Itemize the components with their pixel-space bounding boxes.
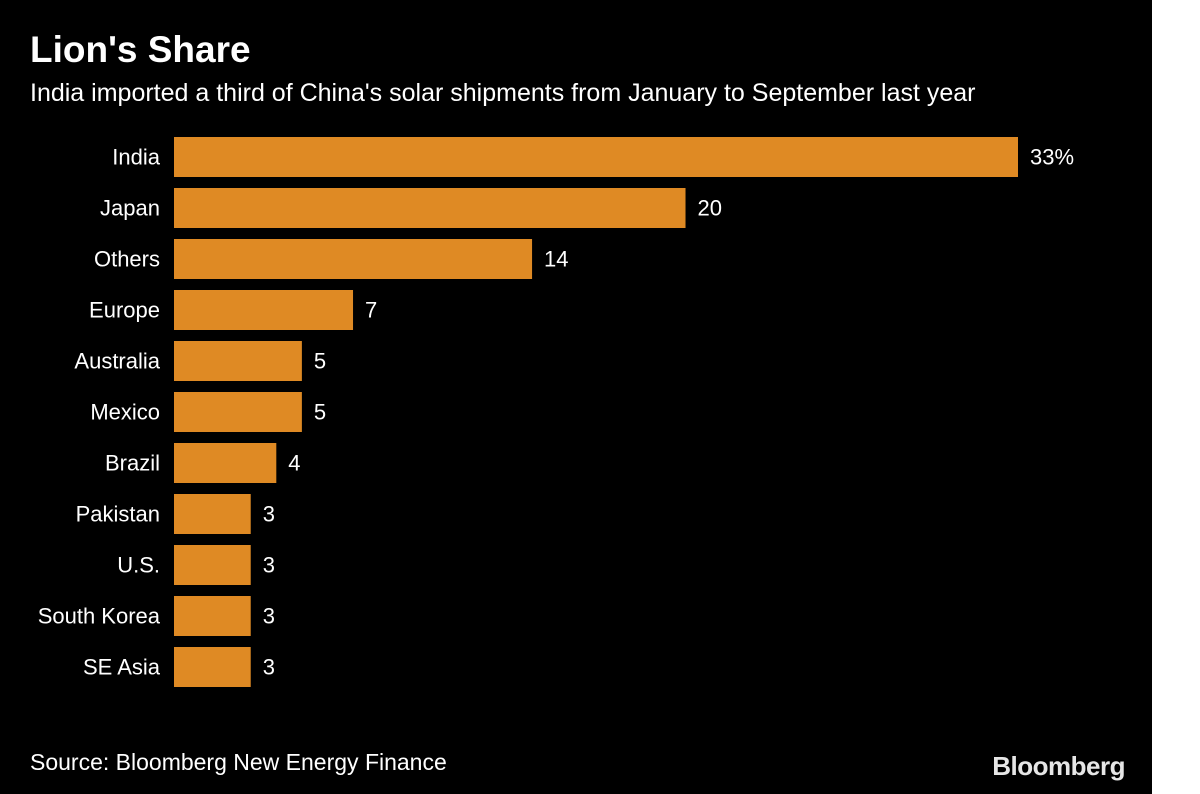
value-label-mexico: 5 <box>314 400 326 425</box>
category-label-pakistan: Pakistan <box>76 502 160 527</box>
bar-others <box>174 239 533 279</box>
category-label-others: Others <box>94 247 160 272</box>
value-label-u-s: 3 <box>263 553 275 578</box>
bar-india <box>174 137 1018 177</box>
category-label-u-s: U.S. <box>117 553 160 578</box>
value-label-pakistan: 3 <box>263 502 275 527</box>
bar-brazil <box>174 443 277 483</box>
source-note: Source: Bloomberg New Energy Finance <box>30 749 447 775</box>
value-label-europe: 7 <box>365 298 377 323</box>
bar-mexico <box>174 392 302 432</box>
bar-australia <box>174 341 302 381</box>
bar-south-korea <box>174 596 251 636</box>
bar-u-s <box>174 545 251 585</box>
value-label-se-asia: 3 <box>263 655 275 680</box>
value-label-south-korea: 3 <box>263 604 275 629</box>
chart-subtitle: India imported a third of China's solar … <box>30 79 976 107</box>
category-label-mexico: Mexico <box>90 400 160 425</box>
category-label-australia: Australia <box>74 349 160 374</box>
category-label-se-asia: SE Asia <box>83 655 161 680</box>
category-label-japan: Japan <box>100 196 160 221</box>
category-label-europe: Europe <box>89 298 160 323</box>
value-label-others: 14 <box>544 247 568 272</box>
value-label-australia: 5 <box>314 349 326 374</box>
value-label-india: 33% <box>1030 145 1074 170</box>
category-label-south-korea: South Korea <box>38 604 161 629</box>
value-label-brazil: 4 <box>288 451 300 476</box>
category-label-brazil: Brazil <box>105 451 160 476</box>
value-label-japan: 20 <box>698 196 722 221</box>
bar-pakistan <box>174 494 251 534</box>
bar-europe <box>174 290 354 330</box>
bar-se-asia <box>174 647 251 687</box>
chart-title: Lion's Share <box>30 29 251 70</box>
category-label-india: India <box>112 145 160 170</box>
chart-frame: Lion's Share India imported a third of C… <box>0 0 1152 794</box>
bar-chart: India 33% Japan 20 Others 14 Europe 7 Australia 5… <box>38 137 1074 687</box>
bloomberg-logo: Bloomberg <box>992 751 1125 781</box>
bar-japan <box>174 188 686 228</box>
